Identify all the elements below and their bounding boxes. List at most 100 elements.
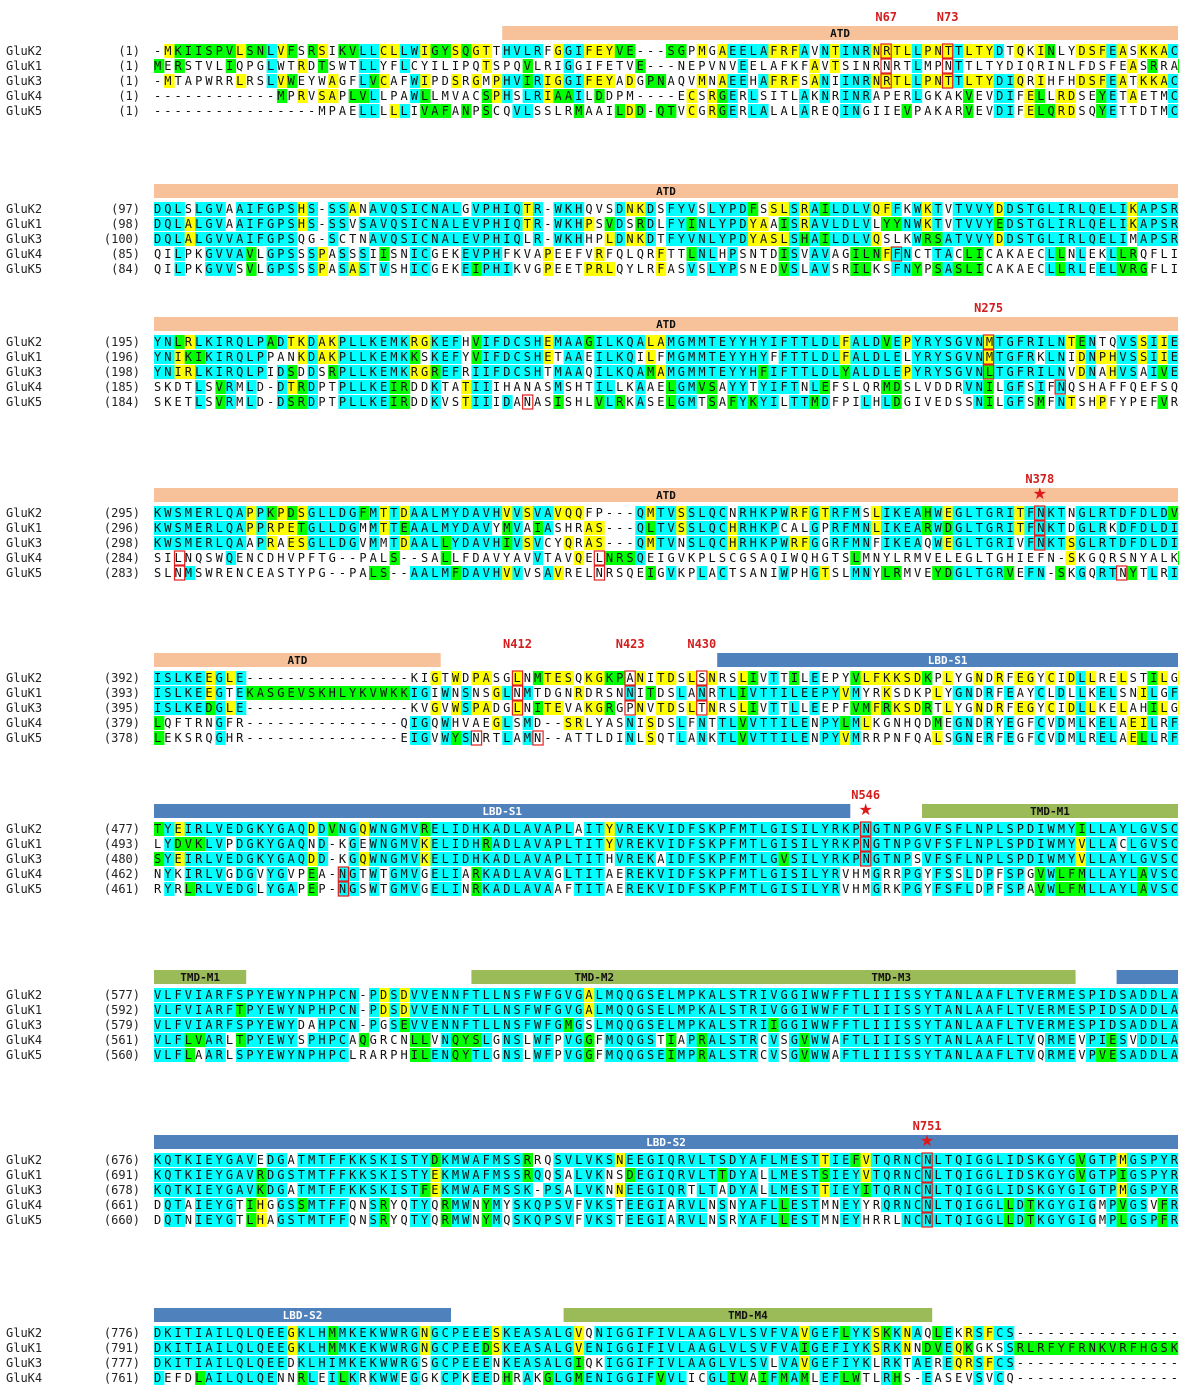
residue-shade	[502, 262, 513, 276]
residue-shade	[625, 852, 636, 866]
residue-shade	[1126, 506, 1138, 520]
residue-shade	[952, 506, 964, 520]
residue-shade	[358, 247, 370, 261]
residue-shade	[1167, 837, 1179, 851]
residue-shade	[1106, 104, 1117, 118]
residue-shade	[747, 867, 759, 881]
residue-shade	[584, 1153, 595, 1167]
residue-shade	[1126, 1018, 1138, 1032]
residue-shade	[328, 365, 339, 379]
residue-shade	[379, 395, 390, 409]
residue-shade	[850, 521, 861, 535]
residue-shade	[707, 350, 718, 364]
residue-shade	[522, 1003, 533, 1017]
residue-shade	[963, 1183, 974, 1197]
residue-shade	[655, 1153, 667, 1167]
residue-shade	[829, 1356, 841, 1370]
residue-shade	[952, 566, 964, 580]
residue-shade	[625, 1168, 636, 1182]
residue-shade	[1116, 822, 1127, 836]
residue-shade	[901, 262, 912, 276]
residue-shade	[276, 1153, 288, 1167]
residue-shade	[778, 852, 789, 866]
residue-shade	[666, 566, 677, 580]
residue-shade	[635, 217, 646, 231]
residue-shade	[932, 1168, 943, 1182]
residue-shade	[276, 686, 288, 700]
residue-shade	[481, 365, 493, 379]
residue-shade	[819, 1371, 830, 1385]
glycosylation-site-label: N275	[974, 301, 1003, 315]
residue-shade	[307, 1198, 318, 1212]
residue-shade	[829, 335, 841, 349]
residue-shade	[1075, 506, 1086, 520]
domain-bar	[154, 804, 851, 818]
residue-shade	[532, 350, 544, 364]
residue-shade	[563, 1371, 574, 1385]
residue-shade	[461, 104, 472, 118]
residue-shade	[266, 506, 277, 520]
residue-shade	[532, 44, 544, 58]
residue-shade	[1157, 1153, 1168, 1167]
residue-shade	[338, 1341, 349, 1355]
residue-shade	[1116, 232, 1127, 246]
residue-shade	[727, 837, 738, 851]
residue-shade	[1147, 731, 1158, 745]
residue-shade	[184, 521, 196, 535]
residue-shade	[276, 365, 288, 379]
residue-shade	[420, 74, 431, 88]
residue-shade	[758, 867, 769, 881]
residue-shade	[369, 335, 380, 349]
residue-shade	[747, 365, 759, 379]
residue-shade	[788, 1326, 800, 1340]
residue-shade	[952, 365, 964, 379]
residue-shade	[1003, 395, 1015, 409]
residue-shade	[235, 988, 247, 1002]
residue-shade	[1003, 837, 1015, 851]
residue-shade	[1106, 202, 1117, 216]
residue-shade	[686, 350, 697, 364]
residue-shade	[973, 1153, 984, 1167]
residue-shade	[1147, 837, 1158, 851]
residue-shade	[707, 867, 718, 881]
residue-shade	[1044, 506, 1056, 520]
residue-shade	[481, 867, 493, 881]
residue-shade	[973, 1048, 984, 1062]
residue-shade	[860, 232, 871, 246]
residue-shade	[625, 837, 636, 851]
residue-shade	[1157, 1168, 1168, 1182]
residue-shade	[1055, 217, 1066, 231]
residue-shade	[256, 506, 267, 520]
residue-shade	[307, 262, 318, 276]
residue-shade	[860, 1356, 871, 1370]
residue-shade	[553, 365, 564, 379]
residue-shade	[963, 882, 974, 896]
residue-shade	[287, 837, 298, 851]
residue-shade	[1075, 882, 1086, 896]
residue-shade	[973, 74, 984, 88]
residue-shade	[707, 202, 718, 216]
residue-shade	[512, 1003, 523, 1017]
residue-shade	[911, 506, 923, 520]
residue-shade	[614, 202, 626, 216]
residue-shade	[317, 89, 329, 103]
residue-shade	[788, 671, 800, 685]
residue-shade	[973, 232, 984, 246]
residue-shade	[225, 1018, 237, 1032]
residue-shade	[1126, 89, 1138, 103]
residue-shade	[348, 1341, 359, 1355]
residue-shade	[317, 1048, 329, 1062]
residue-shade	[952, 1213, 964, 1227]
residue-shade	[1014, 521, 1025, 535]
residue-shade	[1137, 1213, 1148, 1227]
residue-shade	[696, 716, 708, 730]
residue-shade	[563, 202, 574, 216]
residue-shade	[1126, 217, 1138, 231]
residue-shade	[717, 232, 728, 246]
residue-shade	[471, 380, 482, 394]
glycosylation-site-box	[982, 364, 995, 380]
residue-shade	[481, 350, 493, 364]
residue-shade	[727, 852, 738, 866]
residue-shade	[215, 988, 226, 1002]
residue-shade	[942, 74, 953, 88]
